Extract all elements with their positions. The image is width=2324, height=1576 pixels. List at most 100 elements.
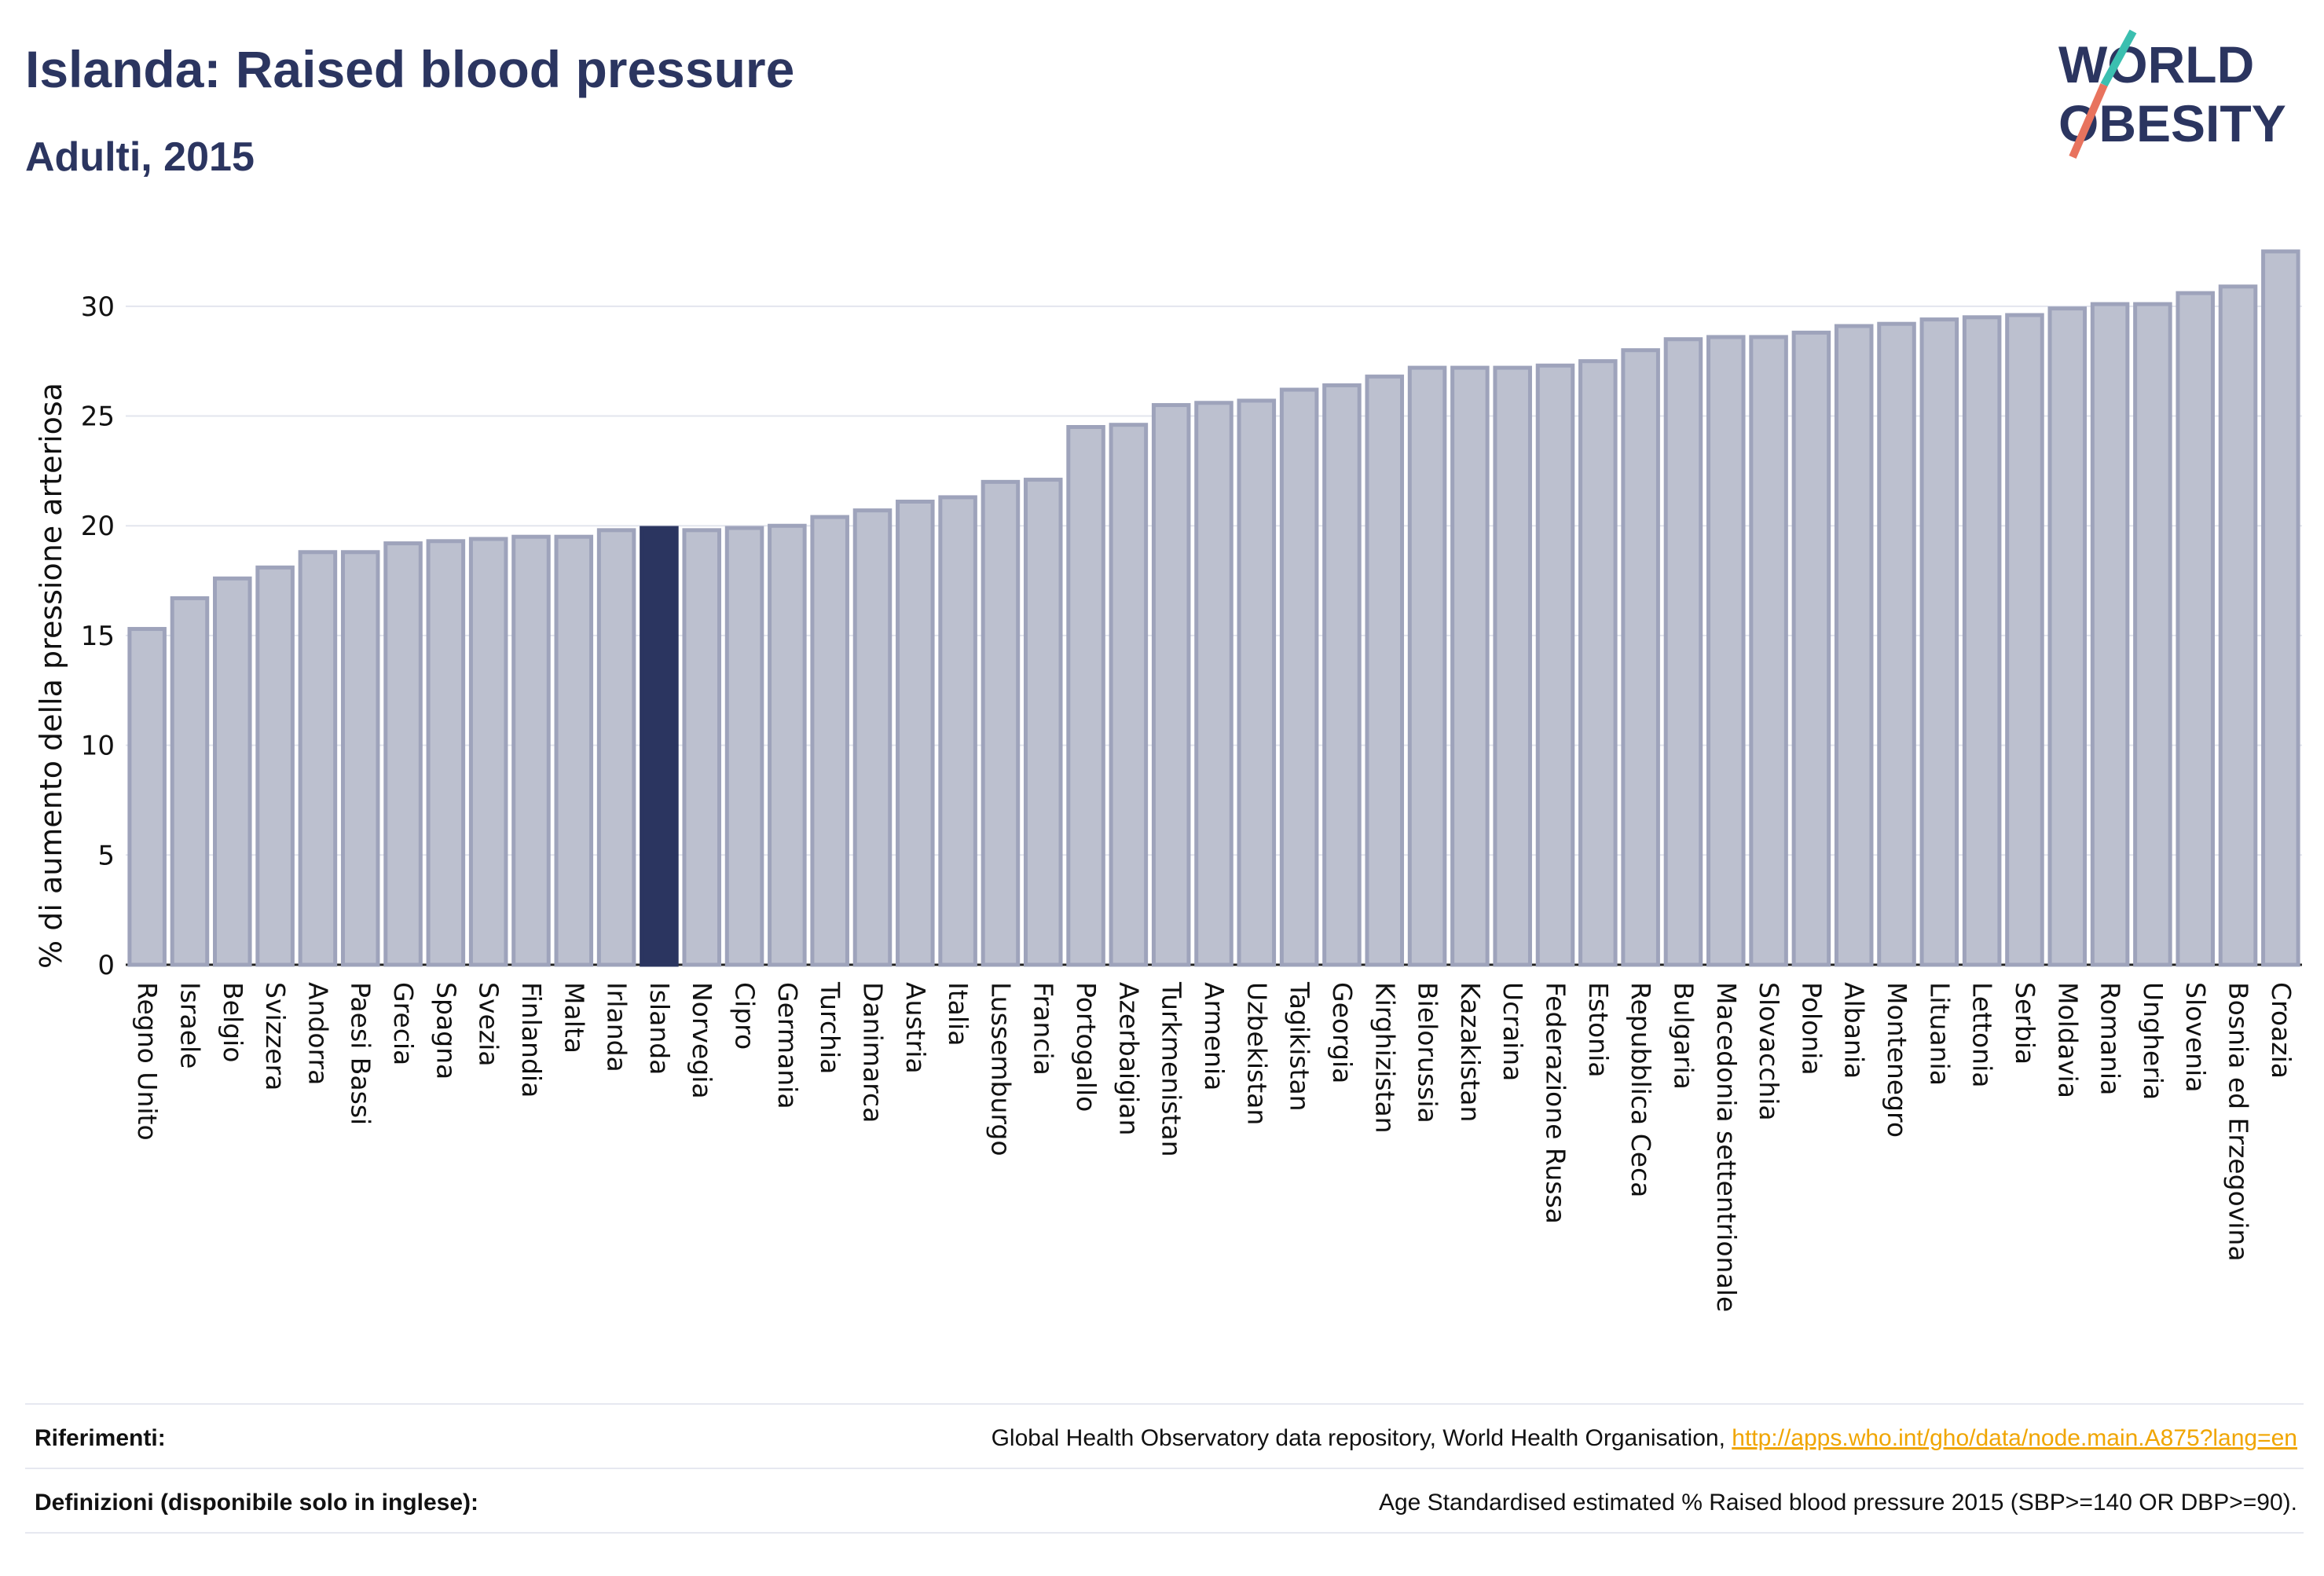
x-tick-label: Italia — [943, 982, 973, 1046]
x-tick-label: Danimarca — [857, 982, 888, 1123]
x-tick-label: Francia — [1028, 982, 1059, 1076]
bar — [2218, 284, 2258, 967]
x-tick-label: Israele — [174, 982, 205, 1069]
references-label: Riferimenti: — [35, 1425, 166, 1451]
x-tick-label: Cipro — [730, 982, 761, 1050]
y-axis-title: % di aumento della pressione arteriosa — [34, 383, 68, 969]
x-tick-label: Serbia — [2010, 982, 2040, 1065]
x-tick-label: Polonia — [1796, 982, 1827, 1076]
references-value: Global Health Observatory data repositor… — [992, 1425, 2297, 1452]
bar — [1706, 335, 1746, 967]
x-tick-label: Bulgaria — [1668, 982, 1699, 1090]
bar — [127, 627, 167, 967]
x-tick-label: Armenia — [1199, 982, 1230, 1090]
bar — [1194, 401, 1233, 967]
bar — [1877, 321, 1916, 967]
footer-divider — [25, 1403, 2304, 1405]
y-tick-label: 0 — [97, 950, 115, 981]
x-tick-label: Turchia — [815, 981, 845, 1074]
bar — [255, 565, 295, 967]
y-tick-label: 20 — [81, 511, 115, 542]
x-tick-label: Lussemburgo — [985, 982, 1016, 1156]
x-tick-label: Montenegro — [1882, 982, 1912, 1138]
bar — [1109, 423, 1149, 967]
x-tick-label: Repubblica Ceca — [1626, 982, 1656, 1197]
bar — [1493, 365, 1532, 967]
svg-text:WORLD: WORLD — [2058, 35, 2254, 93]
bar — [1834, 324, 1874, 967]
bar — [383, 541, 423, 967]
bar — [340, 550, 380, 967]
bars-layer — [127, 249, 2300, 967]
x-tick-label: Turkmenistan — [1157, 981, 1187, 1157]
bar — [1749, 335, 1788, 967]
x-tick-label: Federazione Russa — [1541, 982, 1571, 1224]
x-tick-label: Portogallo — [1071, 982, 1102, 1112]
page-subtitle: Adulti, 2015 — [25, 134, 255, 180]
bar — [170, 596, 210, 967]
bar — [2047, 306, 2088, 967]
x-tick-label: Norvegia — [687, 982, 717, 1099]
bar — [1535, 363, 1575, 967]
bar — [1663, 337, 1703, 967]
x-tick-label: Paesi Bassi — [346, 982, 376, 1125]
bar — [1962, 315, 2002, 967]
x-tick-label: Moldavia — [2052, 982, 2083, 1098]
x-tick-label: Lettonia — [1967, 982, 1998, 1087]
definitions-value: Age Standardised estimated % Raised bloo… — [1378, 1490, 2297, 1516]
x-tick-label: Azerbaigian — [1113, 982, 1144, 1135]
bar — [1066, 425, 1105, 967]
x-tick-label: Germania — [772, 982, 803, 1109]
x-tick-label: Austria — [900, 982, 931, 1074]
y-tick-label: 10 — [81, 731, 115, 762]
y-tick-label: 15 — [81, 621, 115, 652]
bar — [1578, 359, 1618, 967]
bar — [2005, 313, 2044, 967]
references-link[interactable]: http://apps.who.int/gho/data/node.main.A… — [1732, 1425, 2297, 1451]
bar — [1023, 478, 1063, 967]
definitions-label: Definizioni (disponibile solo in inglese… — [35, 1490, 479, 1516]
bar — [896, 499, 935, 967]
bar — [1365, 374, 1405, 967]
x-tick-label: Albania — [1839, 982, 1870, 1079]
x-tick-label: Malta — [559, 982, 589, 1054]
bar — [1151, 403, 1191, 967]
x-tick-label: Islanda — [644, 982, 675, 1075]
x-tick-label: Croazia — [2266, 982, 2297, 1079]
x-tick-label: Svizzera — [260, 982, 291, 1090]
x-tick-label: Slovacchia — [1754, 982, 1784, 1121]
x-labels-layer: Regno Unito Israele Belgio Svizzera Andorra P… — [132, 981, 2297, 1312]
x-tick-label: Kirghizistan — [1369, 982, 1400, 1134]
x-tick-label: Bosnia ed Erzegovina — [2223, 982, 2254, 1262]
bar — [213, 576, 252, 967]
x-tick-label: Ungheria — [2138, 982, 2168, 1100]
x-tick-label: Spagna — [431, 982, 461, 1079]
page-title: Islanda: Raised blood pressure — [25, 40, 795, 98]
x-tick-label: Grecia — [388, 982, 419, 1065]
references-text: Global Health Observatory data repositor… — [991, 1425, 1732, 1451]
bar — [1621, 348, 1660, 967]
bar — [2090, 302, 2130, 967]
bar — [852, 508, 893, 967]
bar — [2261, 249, 2300, 967]
x-tick-label: Tagikistan — [1285, 981, 1315, 1112]
footer-divider — [25, 1468, 2304, 1469]
bar — [1791, 330, 1831, 967]
bar — [2133, 302, 2172, 967]
x-tick-label: Regno Unito — [132, 982, 163, 1141]
x-tick-label: Georgia — [1327, 982, 1358, 1083]
y-tick-label: 25 — [81, 401, 115, 433]
y-tick-label: 30 — [81, 291, 115, 323]
bar — [1919, 317, 1959, 967]
x-tick-label: Kazakistan — [1455, 982, 1486, 1122]
x-tick-label: Svezia — [474, 982, 504, 1067]
bar — [1279, 387, 1319, 967]
world-obesity-logo: WORLD OBESITY — [2058, 29, 2286, 159]
bar — [1407, 365, 1447, 967]
bar — [768, 523, 807, 967]
y-tick-label: 5 — [97, 840, 115, 871]
bar — [1237, 398, 1277, 967]
bar — [724, 526, 764, 967]
bar — [938, 495, 977, 967]
x-tick-label: Lituania — [1924, 982, 1955, 1086]
